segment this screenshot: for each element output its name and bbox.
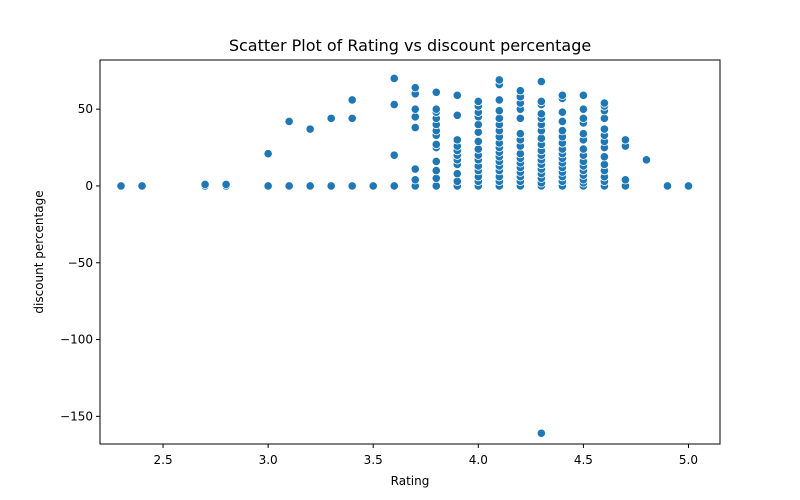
data-point [221,179,231,190]
data-point [599,113,610,123]
data-point [536,96,546,107]
data-point [473,144,483,154]
y-axis: −150 −100 −50 0 50 [60,102,100,423]
data-point [557,90,567,100]
data-point [389,150,399,160]
data-point [494,95,504,105]
data-point [473,119,483,130]
data-point [599,152,610,162]
x-axis-label: Rating [391,474,430,488]
data-point [284,116,294,127]
data-point [431,173,441,183]
data-point [431,139,441,150]
data-point [557,116,567,127]
data-point [515,113,525,123]
data-point [452,135,462,145]
data-point [452,110,462,120]
data-point [305,124,315,134]
y-tick-label: −100 [60,333,93,347]
data-point [431,104,441,114]
points-layer [116,73,694,438]
x-tick-label: 3.0 [259,453,278,467]
data-point [536,428,546,438]
data-point [263,149,273,159]
x-tick-label: 3.5 [364,453,383,467]
y-tick-label: −150 [60,409,93,423]
data-point [431,181,441,191]
data-point [557,126,567,136]
data-point [599,159,610,170]
data-point [410,104,420,114]
data-point [452,90,462,100]
data-point [284,181,294,191]
data-point [347,95,357,105]
data-point [431,87,441,97]
x-tick-label: 4.0 [469,453,488,467]
data-point [347,113,357,123]
data-point [431,165,441,176]
data-point [494,106,504,116]
y-tick-label: 0 [85,179,93,193]
data-point [494,75,504,85]
data-point [578,129,588,139]
data-point [599,98,610,108]
y-tick-label: −50 [68,256,93,270]
data-point [410,112,420,122]
data-point [263,181,273,191]
chart-title: Scatter Plot of Rating vs discount perce… [229,36,591,55]
data-point [137,181,147,191]
data-point [347,181,357,191]
data-point [494,113,504,123]
x-tick-label: 2.5 [154,453,173,467]
data-point [683,181,694,191]
data-point [662,181,673,191]
data-point [599,124,610,134]
y-axis-label: discount percentage [32,190,46,313]
data-point [389,73,399,84]
data-point [389,99,399,110]
x-tick-label: 5.0 [679,453,698,467]
data-point [368,181,378,191]
data-point [620,175,631,185]
data-point [515,129,525,139]
data-point [641,155,652,165]
x-tick-label: 4.5 [574,453,593,467]
data-point [410,175,420,185]
data-point [116,181,126,191]
data-point [578,104,588,114]
data-point [326,181,336,191]
data-point [515,86,525,96]
data-point [536,109,546,119]
data-point [410,83,420,93]
data-point [389,181,399,191]
data-point [410,164,420,174]
y-tick-label: 50 [78,102,93,116]
data-point [578,90,588,100]
data-point [452,176,462,186]
x-axis: 2.5 3.0 3.5 4.0 4.5 5.0 [154,444,698,467]
plot-frame [99,59,721,445]
data-point [452,169,462,179]
data-point [578,113,588,123]
data-point [557,107,567,117]
data-point [536,76,546,87]
data-point [473,96,483,107]
data-point [473,127,483,137]
data-point [536,133,546,143]
data-point [410,122,420,133]
data-point [200,179,210,190]
data-point [305,181,315,191]
data-point [431,156,441,166]
data-point [620,135,631,145]
data-point [473,136,483,147]
data-point [578,144,588,154]
data-point [515,149,525,159]
data-point [326,113,336,123]
